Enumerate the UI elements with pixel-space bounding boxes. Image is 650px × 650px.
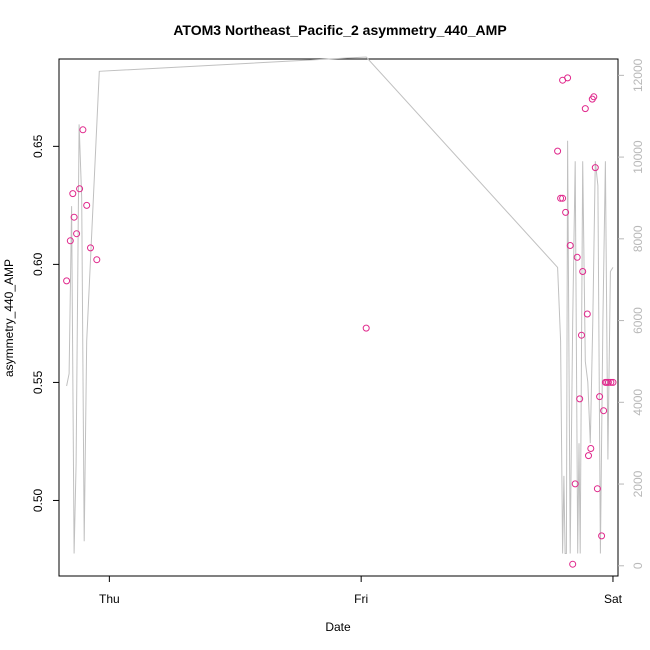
data-point xyxy=(607,378,615,386)
data-point xyxy=(569,560,577,568)
y-tick-label: 0.65 xyxy=(31,134,45,158)
data-point xyxy=(79,126,87,134)
data-point xyxy=(573,253,581,261)
x-tick-label: Fri xyxy=(354,592,368,606)
data-point xyxy=(83,201,91,209)
data-point xyxy=(576,395,584,403)
data-point xyxy=(585,452,592,460)
data-point xyxy=(93,256,101,264)
data-point xyxy=(69,190,77,198)
y2-tick-label: 8000 xyxy=(631,225,645,252)
y2-tick-label: 0 xyxy=(631,562,645,569)
data-point xyxy=(578,331,585,339)
data-point xyxy=(73,230,81,238)
data-point xyxy=(76,185,84,193)
x-axis: Thu Fri Sat xyxy=(99,576,623,606)
x-tick-label: Thu xyxy=(99,592,120,606)
x-tick-label: Sat xyxy=(604,592,623,606)
x-axis-title: Date xyxy=(325,620,351,634)
y-axis-left: 0.50 0.55 0.60 0.65 xyxy=(31,134,59,512)
data-point xyxy=(559,194,567,202)
point-series xyxy=(63,74,617,568)
data-point xyxy=(596,393,604,401)
y-tick-label: 0.60 xyxy=(31,252,45,276)
y-tick-label: 0.50 xyxy=(31,488,45,512)
data-point xyxy=(362,324,370,332)
data-point xyxy=(562,208,570,216)
y2-tick-label: 12000 xyxy=(631,58,645,92)
chart-title: ATOM3 Northeast_Pacific_2 asymmetry_440_… xyxy=(173,22,506,38)
line-series xyxy=(66,56,614,554)
y2-tick-label: 2000 xyxy=(631,470,645,497)
data-point xyxy=(571,480,579,488)
data-point xyxy=(590,93,598,101)
data-point xyxy=(66,237,74,245)
series-line xyxy=(66,56,614,554)
data-point xyxy=(609,378,617,386)
data-point xyxy=(587,445,595,452)
data-point xyxy=(591,164,599,172)
data-point xyxy=(557,194,565,202)
data-point xyxy=(604,378,612,386)
plot-frame xyxy=(58,58,619,577)
data-point xyxy=(593,485,601,493)
data-point xyxy=(554,147,562,155)
y2-tick-label: 10000 xyxy=(631,140,645,174)
data-point xyxy=(70,213,78,221)
data-point xyxy=(600,407,608,415)
data-point xyxy=(564,74,572,82)
data-point xyxy=(63,277,71,285)
y2-tick-label: 6000 xyxy=(631,307,645,334)
y2-tick-label: 4000 xyxy=(631,389,645,416)
data-point xyxy=(598,532,606,540)
y-axis-title: asymmetry_440_AMP xyxy=(2,259,16,377)
data-point xyxy=(583,310,591,318)
data-point xyxy=(566,242,574,249)
data-point xyxy=(579,268,587,275)
y-axis-right: 0 2000 4000 6000 8000 10000 12000 xyxy=(618,58,645,569)
data-point xyxy=(87,244,94,252)
data-point xyxy=(581,105,589,113)
y-tick-label: 0.55 xyxy=(31,370,45,394)
